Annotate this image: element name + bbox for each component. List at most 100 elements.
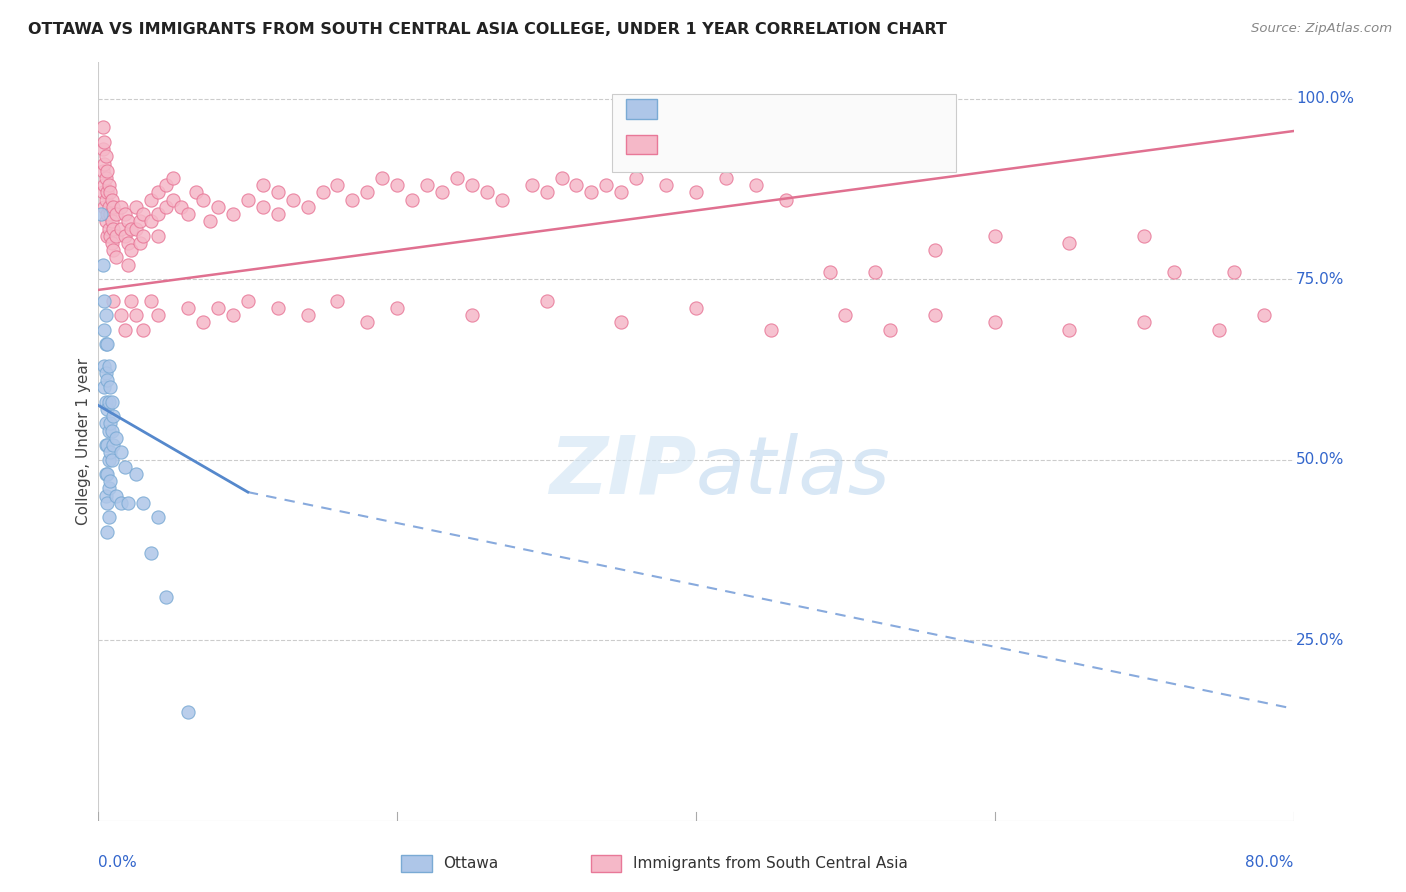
Point: [94, 214, 117, 228]
Point: [162, 171, 184, 186]
Point: [96, 186, 118, 200]
Point: [110, 200, 132, 214]
Point: [132, 207, 155, 221]
Point: [93, 293, 115, 308]
Point: [110, 308, 132, 322]
Point: [222, 207, 245, 221]
Point: [114, 459, 136, 474]
Point: [155, 590, 177, 604]
Point: [96, 228, 118, 243]
Text: 75.0%: 75.0%: [1296, 271, 1344, 286]
Point: [385, 178, 409, 193]
Point: [177, 207, 200, 221]
Point: [148, 207, 170, 221]
Point: [105, 228, 128, 243]
Point: [96, 163, 118, 178]
Point: [326, 178, 349, 193]
Point: [101, 424, 124, 438]
Text: Immigrants from South Central Asia: Immigrants from South Central Asia: [633, 856, 908, 871]
Point: [200, 214, 222, 228]
Point: [103, 409, 125, 424]
Point: [610, 315, 633, 329]
Point: [132, 496, 155, 510]
Point: [103, 438, 125, 452]
Point: [105, 207, 128, 221]
Text: 141: 141: [813, 136, 848, 153]
Point: [117, 496, 139, 510]
Text: Ottawa: Ottawa: [443, 856, 498, 871]
Point: [491, 193, 513, 207]
Point: [98, 186, 122, 200]
Point: [581, 186, 603, 200]
Point: [98, 207, 122, 221]
Point: [177, 301, 200, 315]
Point: [550, 171, 572, 186]
Text: 50.0%: 50.0%: [1296, 452, 1344, 467]
Point: [98, 417, 122, 431]
Point: [139, 546, 162, 560]
Point: [93, 178, 115, 193]
Point: [105, 431, 128, 445]
Point: [98, 445, 122, 459]
Point: [1059, 235, 1081, 250]
Point: [98, 380, 122, 394]
Point: [97, 221, 120, 235]
Point: [148, 308, 170, 322]
Text: Source: ZipAtlas.com: Source: ZipAtlas.com: [1251, 22, 1392, 36]
Point: [610, 186, 633, 200]
Point: [311, 186, 333, 200]
Point: [94, 489, 117, 503]
Point: [94, 149, 117, 163]
Point: [191, 315, 214, 329]
Point: [96, 467, 118, 481]
Point: [93, 380, 115, 394]
Point: [430, 186, 453, 200]
Point: [267, 207, 290, 221]
Point: [114, 207, 136, 221]
Point: [94, 366, 117, 380]
Point: [252, 178, 274, 193]
Point: [97, 482, 120, 496]
Point: [356, 315, 378, 329]
Point: [879, 323, 901, 337]
Point: [97, 424, 120, 438]
Point: [139, 193, 162, 207]
Point: [125, 467, 148, 481]
Point: [96, 207, 118, 221]
Point: [120, 243, 142, 257]
Point: [132, 228, 155, 243]
Point: [96, 402, 118, 417]
Point: [834, 308, 856, 322]
Point: [125, 221, 148, 235]
Point: [117, 214, 139, 228]
Point: [103, 293, 125, 308]
Point: [595, 178, 617, 193]
Point: [626, 171, 648, 186]
Text: 25.0%: 25.0%: [1296, 632, 1344, 648]
Point: [114, 323, 136, 337]
Point: [94, 337, 117, 351]
Point: [96, 373, 118, 387]
Point: [1059, 323, 1081, 337]
Point: [169, 200, 191, 214]
Point: [97, 200, 120, 214]
Text: N =: N =: [773, 136, 810, 153]
Point: [184, 186, 207, 200]
Text: 0.0%: 0.0%: [98, 855, 138, 870]
Point: [94, 193, 117, 207]
Point: [655, 178, 678, 193]
Point: [536, 293, 558, 308]
Text: atlas: atlas: [696, 433, 891, 511]
Point: [117, 235, 139, 250]
Point: [97, 394, 120, 409]
Text: 0.348: 0.348: [706, 136, 758, 153]
Point: [97, 510, 120, 524]
Point: [1208, 323, 1230, 337]
Point: [685, 301, 707, 315]
Point: [745, 178, 768, 193]
Y-axis label: College, Under 1 year: College, Under 1 year: [76, 358, 91, 525]
Text: N =: N =: [773, 100, 810, 118]
Point: [132, 323, 155, 337]
Point: [281, 193, 304, 207]
Point: [461, 308, 484, 322]
